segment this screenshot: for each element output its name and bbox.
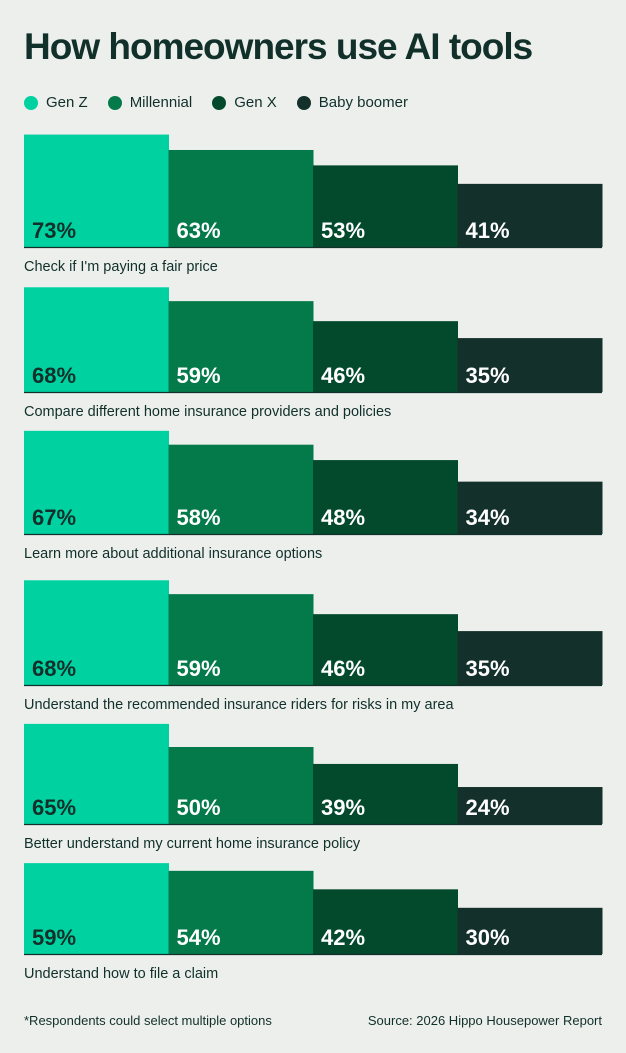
legend-item-baby-boomer: Baby boomer (296, 94, 408, 111)
bar-value-label: 46% (321, 656, 365, 681)
category-label: Check if I'm paying a fair price (24, 259, 218, 275)
bar-value-label: 63% (177, 218, 221, 243)
bar-gen-x (313, 165, 458, 247)
bar-millennial (168, 870, 314, 954)
bar-value-label: 59% (177, 363, 221, 388)
legend-swatch (296, 95, 311, 110)
bar-gen-z (24, 580, 169, 685)
chart-title: How homeowners use AI tools (24, 26, 533, 67)
bar-gen-x (313, 614, 458, 685)
bar-value-label: 68% (32, 363, 76, 388)
bar-gen-x (313, 763, 458, 824)
bar-baby-boomer (457, 631, 603, 685)
bar-gen-x (313, 889, 458, 954)
bar-value-label: 34% (466, 505, 510, 530)
legend-swatch (212, 95, 227, 110)
bar-baby-boomer (457, 338, 603, 392)
legend-label: Gen Z (46, 94, 88, 111)
category-label: Understand the recommended insurance rid… (24, 697, 454, 713)
bar-gen-x (313, 321, 458, 392)
bar-value-label: 73% (32, 218, 76, 243)
bar-value-label: 39% (321, 795, 365, 820)
legend-item-millennial: Millennial (107, 94, 193, 111)
bar-gen-z (24, 287, 169, 392)
legend-swatch (107, 95, 122, 110)
bar-value-label: 53% (321, 218, 365, 243)
bar-millennial (168, 594, 314, 685)
bar-value-label: 46% (321, 363, 365, 388)
bar-millennial (168, 301, 314, 392)
bar-baby-boomer (457, 481, 603, 534)
bar-baby-boomer (457, 183, 603, 247)
legend-label: Baby boomer (318, 94, 408, 111)
bar-millennial (168, 444, 314, 534)
legend-label: Gen X (234, 94, 277, 111)
legend-item-gen-z: Gen Z (24, 94, 88, 111)
category-label: Better understand my current home insura… (24, 836, 361, 852)
bar-value-label: 35% (466, 656, 510, 681)
bar-value-label: 67% (32, 505, 76, 530)
bar-gen-z (24, 863, 169, 954)
bar-value-label: 35% (466, 363, 510, 388)
category-label: Compare different home insurance provide… (24, 404, 391, 420)
bar-value-label: 68% (32, 656, 76, 681)
bar-gen-z (24, 430, 169, 534)
bar-baby-boomer (457, 907, 603, 954)
bar-value-label: 54% (177, 925, 221, 950)
source-note: Source: 2026 Hippo Housepower Report (367, 1013, 602, 1028)
footnote: *Respondents could select multiple optio… (24, 1013, 272, 1028)
bar-gen-z (24, 134, 169, 247)
legend-label: Millennial (129, 94, 193, 111)
bar-value-label: 41% (466, 218, 510, 243)
legend: Gen Z Millennial Gen X Baby boomer (24, 94, 408, 111)
bar-millennial (168, 747, 314, 824)
bar-value-label: 50% (177, 795, 221, 820)
bar-value-label: 59% (32, 925, 76, 950)
category-label: Learn more about additional insurance op… (24, 546, 322, 562)
category-label: Understand how to file a claim (24, 966, 218, 982)
bar-gen-x (313, 460, 458, 534)
bar-baby-boomer (457, 787, 603, 824)
bar-gen-z (24, 723, 169, 824)
bar-value-label: 48% (321, 505, 365, 530)
bar-value-label: 58% (177, 505, 221, 530)
legend-swatch (24, 95, 38, 110)
bar-millennial (168, 149, 314, 247)
legend-item-gen-x: Gen X (212, 94, 277, 111)
bar-value-label: 42% (321, 925, 365, 950)
bar-value-label: 59% (177, 656, 221, 681)
bar-value-label: 24% (466, 795, 510, 820)
bar-value-label: 65% (32, 795, 76, 820)
bar-value-label: 30% (466, 925, 510, 950)
